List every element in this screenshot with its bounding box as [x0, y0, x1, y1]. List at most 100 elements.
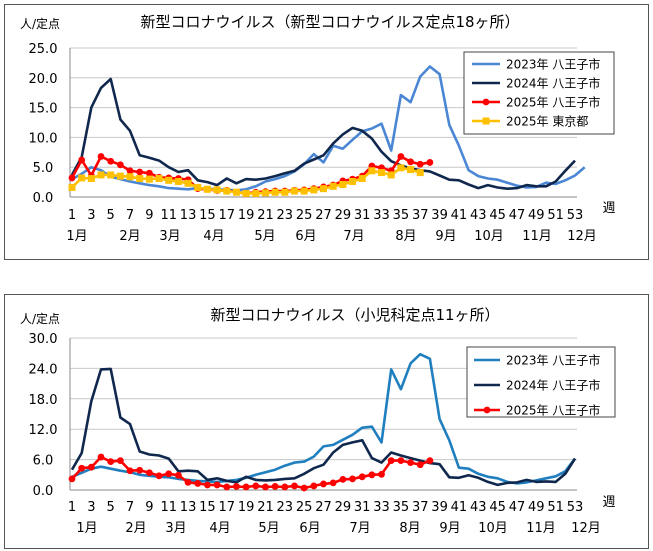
data-point [107, 171, 115, 179]
data-point [252, 482, 260, 490]
x-tick-label: 19 [238, 500, 255, 515]
data-point [310, 482, 318, 490]
month-label: 5月 [258, 521, 279, 536]
data-point [310, 186, 318, 194]
month-label: 10月 [478, 521, 508, 536]
month-label: 6月 [299, 521, 320, 536]
x-tick-label: 7 [126, 500, 134, 515]
data-point [145, 169, 153, 177]
data-point [184, 479, 192, 486]
data-point [194, 480, 202, 487]
x-tick-label: 13 [180, 208, 197, 223]
chart-title: 新型コロナウイルス（新型コロナウイルス定点18ヶ所） [140, 13, 519, 31]
x-tick-label: 31 [354, 500, 371, 515]
data-point [426, 457, 434, 465]
x-tick-label: 23 [277, 500, 294, 515]
data-point [416, 169, 424, 177]
data-point [78, 174, 86, 182]
data-point [339, 475, 347, 483]
data-point [78, 156, 86, 164]
data-point [387, 457, 395, 465]
x-tick-label: 7 [126, 208, 134, 223]
data-point [97, 153, 105, 160]
y-tick-label: 30.0 [29, 332, 58, 347]
x-tick-label: 45 [489, 500, 506, 515]
y-tick-label: 6.0 [33, 454, 54, 469]
data-point [136, 175, 144, 183]
y-tick-label: 5.0 [33, 161, 54, 176]
data-point [145, 469, 153, 477]
x-tick-label: 23 [277, 208, 294, 223]
x-tick-label: 53 [567, 208, 584, 223]
data-point [97, 453, 105, 461]
legend-box [466, 346, 616, 418]
data-point [233, 483, 240, 490]
data-point [68, 174, 76, 182]
data-point [165, 176, 173, 184]
x-tick-label: 29 [335, 500, 352, 515]
data-point [387, 171, 395, 179]
data-point [194, 183, 202, 191]
data-point [358, 175, 366, 183]
data-point [281, 483, 289, 491]
series-line-1 [71, 65, 586, 192]
data-point [300, 484, 308, 492]
data-point [97, 171, 105, 179]
data-point [349, 475, 356, 483]
data-point [416, 160, 424, 168]
month-label: 12月 [567, 229, 597, 244]
month-label: 1月 [66, 229, 87, 244]
month-label: 2月 [125, 521, 146, 536]
x-tick-label: 11 [160, 500, 177, 515]
data-point [232, 188, 240, 196]
data-point [378, 169, 386, 177]
x-tick-label: 49 [528, 208, 545, 223]
month-label: 12月 [571, 521, 601, 536]
data-point [175, 471, 182, 479]
data-point [242, 483, 250, 491]
x-tick-label: 17 [218, 500, 235, 515]
data-point [281, 188, 289, 196]
month-label: 8月 [395, 229, 416, 244]
data-point [397, 457, 405, 465]
data-point [407, 459, 414, 467]
x-tick-label: 39 [431, 500, 448, 515]
month-label: 1月 [76, 521, 97, 536]
data-point [300, 187, 308, 195]
data-point [203, 185, 211, 193]
data-point [116, 457, 124, 465]
data-point [87, 463, 95, 471]
x-tick-label: 47 [509, 208, 526, 223]
data-point [242, 189, 250, 197]
data-point [407, 158, 414, 166]
data-point [136, 168, 144, 176]
legend-label: 2023年 八王子市 [506, 57, 600, 72]
y-axis-label: 人/定点 [20, 311, 60, 326]
x-tick-label: 47 [509, 500, 526, 515]
data-point [107, 458, 115, 466]
data-point [136, 466, 144, 474]
month-label: 3月 [159, 229, 180, 244]
legend-label: 2024年 八王子市 [506, 378, 600, 393]
chart-title: 新型コロナウイルス（小児科定点11ヶ所） [210, 306, 499, 324]
data-point [155, 472, 163, 480]
x-tick-label: 43 [470, 500, 487, 515]
x-tick-label: 53 [567, 500, 584, 515]
y-axis-label: 人/定点 [20, 16, 60, 31]
data-point [126, 167, 134, 175]
data-point [165, 470, 173, 478]
data-point [174, 178, 182, 186]
data-point [87, 175, 95, 183]
data-point [252, 189, 260, 197]
x-tick-label: 43 [470, 208, 487, 223]
month-label: 4月 [209, 521, 230, 536]
data-point [290, 187, 298, 195]
data-point [407, 166, 415, 174]
y-tick-label: 10.0 [29, 131, 58, 146]
data-point [397, 153, 405, 160]
data-point [155, 175, 163, 183]
x-tick-label: 41 [451, 208, 468, 223]
legend-marker [482, 117, 490, 125]
x-tick-label: 51 [547, 500, 564, 515]
